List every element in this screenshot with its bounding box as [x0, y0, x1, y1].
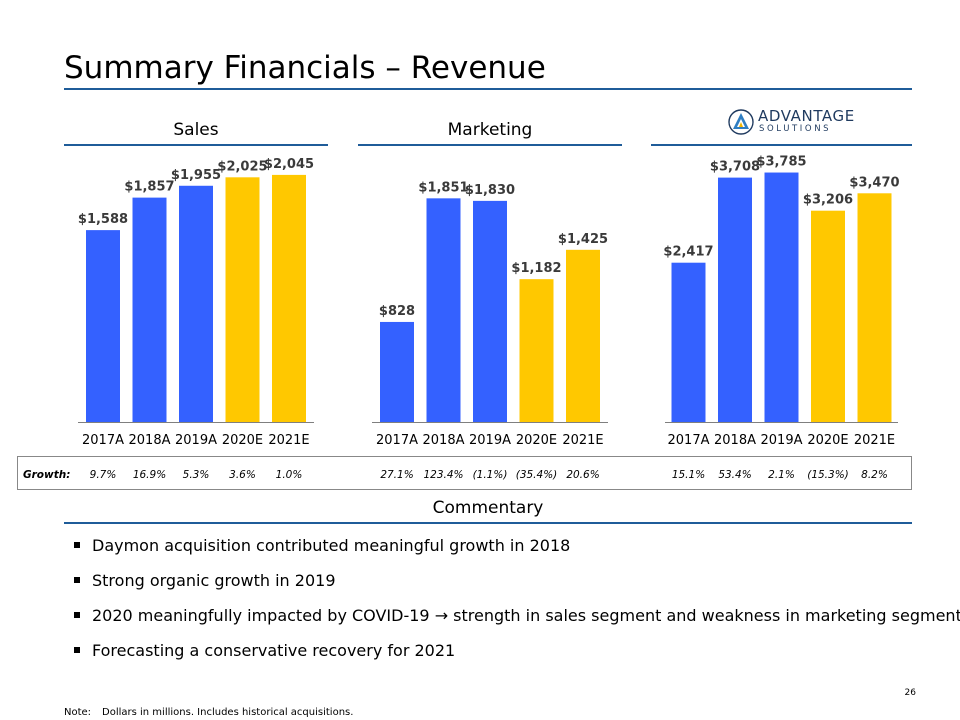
sales-data-label: $2,045 — [264, 157, 314, 172]
total-tick-label: 2021E — [854, 433, 895, 448]
bullet-icon — [74, 542, 80, 548]
note-label: Note: — [64, 707, 92, 718]
sales-data-label: $1,955 — [171, 168, 221, 183]
list-item: 2020 meaningfully impacted by COVID-19 →… — [74, 606, 960, 641]
bullet-icon — [74, 612, 80, 618]
page-title: Summary Financials – Revenue — [64, 50, 546, 86]
total-growth-value: 2.1% — [768, 469, 795, 481]
marketing-tick-label: 2018A — [423, 433, 465, 448]
total-data-label: $3,785 — [756, 155, 806, 170]
sales-bar-2019A — [179, 185, 213, 422]
marketing-bar-2020E — [519, 279, 554, 422]
sales-tick-label: 2020E — [222, 433, 263, 448]
growth-label: Growth: — [23, 469, 71, 481]
marketing-growth-value: 27.1% — [380, 469, 414, 481]
marketing-growth-value: (1.1%) — [472, 469, 508, 481]
sales-tick-label: 2021E — [268, 433, 309, 448]
marketing-growth-value: 20.6% — [566, 469, 600, 481]
marketing-bar-2019A — [473, 200, 507, 422]
sales-bar-2021E — [272, 174, 306, 422]
revenue-charts: $1,588 2017A $1,857 2018A $1,955 2019A $2,025 2… — [78, 155, 900, 448]
title-rule — [64, 88, 912, 90]
sales-growth-value: 5.3% — [182, 469, 210, 481]
sales-bar-2017A — [86, 230, 120, 422]
sales-data-label: $1,857 — [124, 180, 174, 195]
total-data-label: $2,417 — [663, 245, 713, 260]
marketing-data-label: $1,851 — [418, 180, 468, 195]
total-tick-label: 2017A — [668, 433, 710, 448]
total-data-label: $3,470 — [849, 175, 899, 190]
total-growth-value: 15.1% — [671, 469, 706, 481]
marketing-tick-label: 2021E — [562, 433, 603, 448]
sales-growth-value: 16.9% — [132, 469, 167, 481]
total-bar-2021E — [857, 193, 892, 422]
sales-tick-label: 2017A — [82, 433, 124, 448]
commentary-section-label: Commentary — [432, 498, 544, 518]
total-tick-label: 2019A — [761, 433, 803, 448]
commentary-rule — [64, 522, 912, 524]
sales-growth-value: 1.0% — [275, 469, 303, 481]
sales-growth-value: 9.7% — [89, 469, 117, 481]
marketing-growth-value: 123.4% — [423, 469, 464, 481]
total-bar-2020E — [811, 210, 845, 422]
total-bar-2017A — [671, 262, 706, 422]
sales-growth-value: 3.6% — [229, 469, 256, 481]
total-bar-2019A — [764, 172, 799, 422]
total-growth-value: 53.4% — [718, 469, 752, 481]
marketing-bar-2017A — [380, 321, 414, 422]
total-tick-label: 2018A — [714, 433, 756, 448]
list-item: Forecasting a conservative recovery for … — [74, 641, 960, 676]
marketing-section-label: Marketing — [447, 120, 533, 140]
list-item: Daymon acquisition contributed meaningfu… — [74, 536, 960, 571]
marketing-data-label: $1,182 — [511, 261, 561, 276]
marketing-data-label: $1,425 — [558, 232, 608, 247]
marketing-growth-value: (35.4%) — [515, 469, 558, 481]
advantage-solutions-logo: ADVANTAGE SOLUTIONS — [728, 106, 868, 138]
footnote: Note: Dollars in millions. Includes histo… — [64, 707, 353, 718]
total-bar-2018A — [718, 177, 752, 422]
sales-section-label: Sales — [173, 120, 219, 140]
total-rule — [651, 144, 912, 146]
bullet-icon — [74, 647, 80, 653]
sales-data-label: $1,588 — [78, 212, 128, 227]
sales-data-label: $2,025 — [217, 159, 267, 174]
sales-bar-2018A — [132, 197, 167, 422]
marketing-bar-2018A — [426, 198, 461, 422]
total-growth-value: 8.2% — [861, 469, 888, 481]
total-data-label: $3,206 — [803, 193, 853, 208]
logo-wordmark: ADVANTAGE — [758, 107, 855, 125]
logo-subwordmark: SOLUTIONS — [759, 124, 832, 134]
total-growth-value: (15.3%) — [807, 469, 849, 481]
marketing-data-label: $1,830 — [465, 183, 515, 198]
sales-tick-label: 2018A — [129, 433, 171, 448]
commentary-list: Daymon acquisition contributed meaningfu… — [74, 536, 960, 676]
list-item: Strong organic growth in 2019 — [74, 571, 960, 606]
sales-bar-2020E — [225, 177, 260, 422]
marketing-tick-label: 2017A — [376, 433, 418, 448]
marketing-tick-label: 2019A — [469, 433, 511, 448]
note-text: Dollars in millions. Includes historical… — [102, 707, 354, 718]
total-tick-label: 2020E — [807, 433, 848, 448]
growth-row: Growth: 9.7% 16.9% 5.3% 3.6% 1.0% 27.1% 123.4%… — [17, 456, 912, 490]
sales-tick-label: 2019A — [175, 433, 217, 448]
logo-mark-icon — [728, 109, 754, 135]
page-number: 26 — [904, 688, 916, 698]
marketing-tick-label: 2020E — [516, 433, 557, 448]
marketing-rule — [358, 144, 622, 146]
sales-rule — [64, 144, 328, 146]
marketing-data-label: $828 — [379, 304, 415, 319]
bullet-icon — [74, 577, 80, 583]
total-data-label: $3,708 — [710, 160, 760, 175]
marketing-bar-2021E — [566, 249, 600, 422]
